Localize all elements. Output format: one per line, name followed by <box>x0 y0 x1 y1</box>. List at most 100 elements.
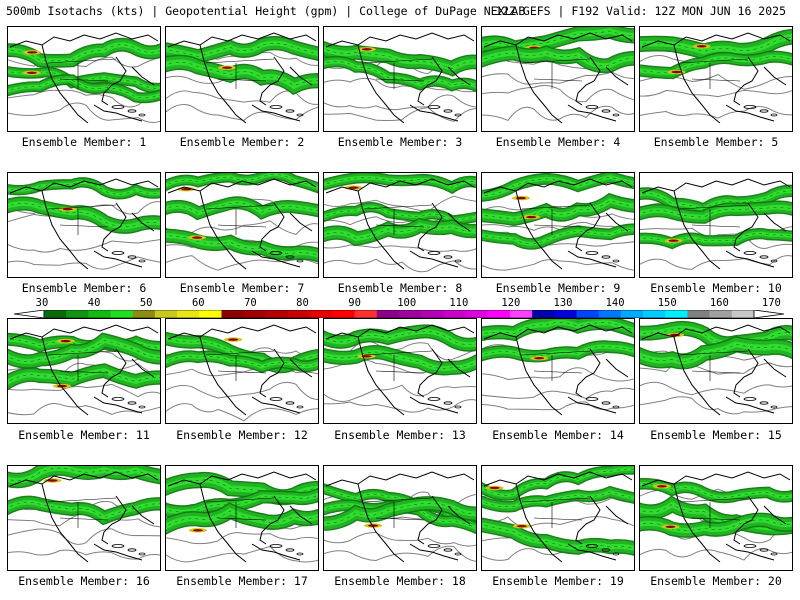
isotach-colorbar <box>14 310 784 318</box>
map-image <box>482 319 634 416</box>
map-image <box>324 324 476 416</box>
map-image <box>8 324 160 416</box>
colorbar-swatch <box>443 310 466 318</box>
colorbar-tick-label: 30 <box>35 297 49 309</box>
map-image <box>640 28 792 124</box>
map-image <box>166 173 318 271</box>
ensemble-member-label: Ensemble Member: 14 <box>492 428 624 442</box>
ensemble-member-map <box>165 465 319 571</box>
ensemble-member-label: Ensemble Member: 11 <box>18 428 150 442</box>
ensemble-member-label: Ensemble Member: 12 <box>176 428 308 442</box>
colorbar-tick-label: 120 <box>501 297 521 309</box>
map-image <box>482 466 634 563</box>
ensemble-member-map <box>165 26 319 132</box>
colorbar-swatch <box>332 310 355 318</box>
colorbar-tick-label: 40 <box>87 297 101 309</box>
map-image <box>482 27 634 124</box>
ensemble-member-map <box>323 26 477 132</box>
colorbar-swatch <box>487 310 511 318</box>
ensemble-member-map <box>639 318 793 424</box>
colorbar-arrow-right <box>753 310 784 318</box>
colorbar-tick-label: 90 <box>348 297 361 309</box>
colorbar-swatch <box>399 310 422 318</box>
ensemble-member-label: Ensemble Member: 10 <box>650 281 782 295</box>
colorbar-tick-label: 110 <box>449 297 469 309</box>
ensemble-member-label: Ensemble Member: 19 <box>492 574 624 588</box>
colorbar-tick-label: 50 <box>139 297 153 309</box>
colorbar-swatch <box>665 310 688 318</box>
ensemble-member-label: Ensemble Member: 16 <box>18 574 150 588</box>
colorbar-tick-label: 80 <box>296 297 309 309</box>
colorbar-swatch <box>154 310 178 318</box>
colorbar-swatch <box>66 310 89 318</box>
ensemble-member-map <box>481 465 635 571</box>
colorbar-swatch <box>310 310 333 318</box>
ensemble-member-map <box>7 172 161 278</box>
ensemble-member-map <box>323 172 477 278</box>
colorbar-arrow-left <box>14 310 45 318</box>
colorbar-swatch <box>265 310 289 318</box>
colorbar-swatch <box>643 310 666 318</box>
colorbar-tick-label: 130 <box>553 297 573 309</box>
ensemble-member-label: Ensemble Member: 20 <box>650 574 782 588</box>
ensemble-member-label: Ensemble Member: 4 <box>495 135 621 149</box>
map-image <box>324 32 476 124</box>
colorbar-tick-label: 170 <box>761 297 781 309</box>
ensemble-member-map <box>165 318 319 424</box>
colorbar-swatch <box>509 310 533 318</box>
ensemble-member-map <box>639 465 793 571</box>
map-image <box>640 178 792 270</box>
colorbar-swatch <box>687 310 710 318</box>
colorbar-swatch <box>44 310 67 318</box>
colorbar-swatch <box>354 310 378 318</box>
colorbar-swatch <box>576 310 599 318</box>
colorbar-swatch <box>620 310 644 318</box>
ensemble-member-label: Ensemble Member: 15 <box>650 428 782 442</box>
map-image <box>8 32 160 124</box>
map-image <box>8 177 160 270</box>
ensemble-member-label: Ensemble Member: 9 <box>495 281 621 295</box>
colorbar-tick-label: 100 <box>397 297 417 309</box>
map-image <box>166 324 318 422</box>
ensemble-member-map <box>7 318 161 424</box>
colorbar-swatch <box>421 310 444 318</box>
colorbar-tick-label: 60 <box>191 297 205 309</box>
map-image <box>482 173 634 271</box>
map-image <box>8 466 160 563</box>
ensemble-member-map <box>481 26 635 132</box>
map-image <box>166 471 318 563</box>
ensemble-member-map <box>7 26 161 132</box>
ensemble-member-label: Ensemble Member: 3 <box>337 135 463 149</box>
colorbar-swatch <box>199 310 222 318</box>
ensemble-member-label: Ensemble Member: 1 <box>21 135 147 149</box>
ensemble-member-map <box>323 318 477 424</box>
colorbar-labels: 30 40 50 60 70 80 90 100 110 120 130 140 150 160 170 <box>0 297 800 309</box>
ensemble-member-map <box>323 465 477 571</box>
colorbar-swatch <box>532 310 555 318</box>
colorbar-swatch <box>288 310 311 318</box>
map-image <box>324 471 476 563</box>
colorbar-swatch <box>243 310 267 318</box>
ensemble-member-label: Ensemble Member: 18 <box>334 574 466 588</box>
colorbar-swatch <box>598 310 622 318</box>
colorbar-swatch <box>465 310 489 318</box>
colorbar-tick-label: 150 <box>657 297 677 309</box>
colorbar-swatch <box>88 310 111 318</box>
ensemble-member-map <box>639 172 793 278</box>
colorbar-swatch <box>376 310 400 318</box>
header: 500mb Isotachs (kts) | Geopotential Heig… <box>0 0 800 22</box>
ensemble-member-map <box>165 172 319 278</box>
colorbar-tick-label: 160 <box>709 297 729 309</box>
ensemble-member-label: Ensemble Member: 13 <box>334 428 466 442</box>
ensemble-member-map <box>481 172 635 278</box>
map-image <box>324 173 476 273</box>
ensemble-member-label: Ensemble Member: 8 <box>337 281 463 295</box>
run-info: 12Z GEFS | F192 Valid: 12Z MON JUN 16 20… <box>495 4 786 18</box>
colorbar-swatch <box>731 310 755 318</box>
colorbar-tick-label: 70 <box>244 297 257 309</box>
colorbar-swatch <box>177 310 200 318</box>
ensemble-member-label: Ensemble Member: 17 <box>176 574 308 588</box>
colorbar-swatch <box>110 310 134 318</box>
product-title: 500mb Isotachs (kts) | Geopotential Heig… <box>6 4 526 18</box>
ensemble-member-map <box>481 318 635 424</box>
